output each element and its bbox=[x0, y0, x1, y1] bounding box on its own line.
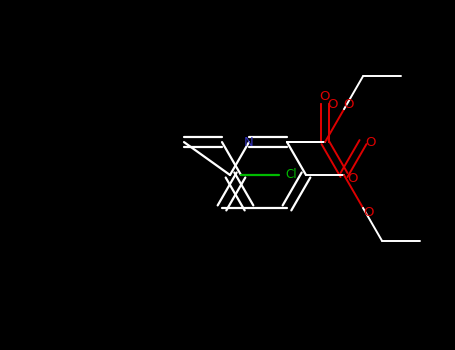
Text: N: N bbox=[244, 135, 254, 149]
Text: O: O bbox=[328, 98, 338, 111]
Text: O: O bbox=[366, 135, 376, 149]
Text: O: O bbox=[344, 98, 354, 111]
Text: O: O bbox=[320, 90, 330, 103]
Text: O: O bbox=[363, 206, 373, 219]
Text: Cl: Cl bbox=[285, 168, 297, 182]
Text: O: O bbox=[347, 173, 357, 186]
